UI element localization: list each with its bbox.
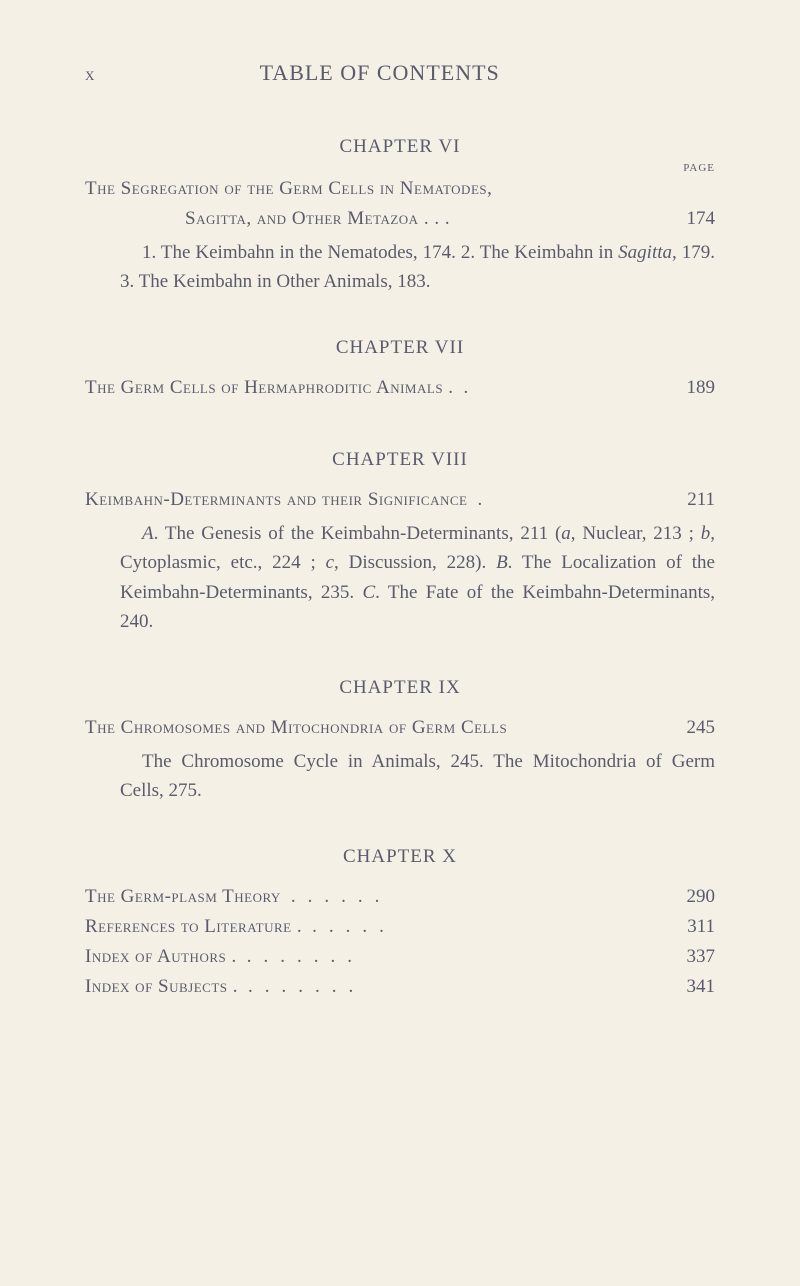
ch7-entry: The Germ Cells of Hermaphroditic Animals… bbox=[85, 377, 715, 399]
ch6-dots: . . . bbox=[419, 208, 451, 229]
chapter-8: CHAPTER VIII Keimbahn-Determinants and t… bbox=[85, 449, 715, 637]
ch7-dots: . bbox=[454, 377, 677, 399]
ch6-title2-text: Sagitta, and Other Metazoa bbox=[185, 208, 419, 229]
chapter-6: CHAPTER VI PAGE The Segregation of the G… bbox=[85, 136, 715, 297]
ch10-e1-title: The Germ-plasm Theory bbox=[85, 886, 281, 908]
ch10-e4-title: Index of Subjects . bbox=[85, 976, 238, 998]
ch9-page: 245 bbox=[687, 717, 716, 739]
ch6-entry-line2: Sagitta, and Other Metazoa . . . 174 bbox=[85, 208, 715, 230]
header-row: x TABLE OF CONTENTS bbox=[85, 60, 715, 86]
ch7-title: The Germ Cells of Hermaphroditic Animals… bbox=[85, 377, 454, 399]
ch10-entry-2: References to Literature . ..... 311 bbox=[85, 916, 715, 938]
ch9-description: The Chromosome Cycle in Animals, 245. Th… bbox=[120, 747, 715, 806]
chapter-6-heading: CHAPTER VI bbox=[85, 136, 715, 158]
ch8-title: Keimbahn-Determinants and their Signific… bbox=[85, 489, 467, 511]
ch9-entry: The Chromosomes and Mitochondria of Germ… bbox=[85, 717, 715, 739]
ch10-e1-page: 290 bbox=[687, 886, 716, 908]
ch10-e2-dots: ..... bbox=[302, 916, 677, 938]
chapter-7: CHAPTER VII The Germ Cells of Hermaphrod… bbox=[85, 337, 715, 399]
ch10-e4-dots: ....... bbox=[238, 976, 676, 998]
ch6-page: 174 bbox=[687, 208, 716, 230]
ch10-entry-4: Index of Subjects . ....... 341 bbox=[85, 976, 715, 998]
page-label: PAGE bbox=[85, 162, 715, 174]
chapter-7-heading: CHAPTER VII bbox=[85, 337, 715, 359]
ch10-e3-page: 337 bbox=[687, 946, 716, 968]
ch6-title-line1: The Segregation of the Germ Cells in Nem… bbox=[85, 178, 715, 200]
chapter-10-heading: CHAPTER X bbox=[85, 846, 715, 868]
chapter-8-heading: CHAPTER VIII bbox=[85, 449, 715, 471]
ch10-entry-1: The Germ-plasm Theory ...... 290 bbox=[85, 886, 715, 908]
ch10-e3-title: Index of Authors . bbox=[85, 946, 237, 968]
chapter-9-heading: CHAPTER IX bbox=[85, 677, 715, 699]
ch6-description: 1. The Keimbahn in the Nematodes, 174. 2… bbox=[120, 238, 715, 297]
chapter-9: CHAPTER IX The Chromosomes and Mitochond… bbox=[85, 677, 715, 806]
main-title: TABLE OF CONTENTS bbox=[64, 60, 695, 86]
ch8-page: 211 bbox=[687, 489, 715, 511]
ch8-description: A. The Genesis of the Keimbahn-Determina… bbox=[120, 519, 715, 637]
ch10-e1-dots: ...... bbox=[281, 886, 677, 908]
ch10-e2-page: 311 bbox=[687, 916, 715, 938]
ch10-e4-page: 341 bbox=[687, 976, 716, 998]
ch8-entry: Keimbahn-Determinants and their Signific… bbox=[85, 489, 715, 511]
ch8-dots: . bbox=[467, 489, 677, 511]
ch10-e2-title: References to Literature . bbox=[85, 916, 302, 938]
chapter-10: CHAPTER X The Germ-plasm Theory ...... 2… bbox=[85, 846, 715, 998]
ch6-title-line2: Sagitta, and Other Metazoa . . . bbox=[85, 208, 667, 230]
ch7-page: 189 bbox=[687, 377, 716, 399]
ch9-title: The Chromosomes and Mitochondria of Germ… bbox=[85, 717, 667, 739]
ch10-e3-dots: ....... bbox=[237, 946, 677, 968]
ch6-entry-line1: The Segregation of the Germ Cells in Nem… bbox=[85, 178, 715, 200]
ch10-entry-3: Index of Authors . ....... 337 bbox=[85, 946, 715, 968]
